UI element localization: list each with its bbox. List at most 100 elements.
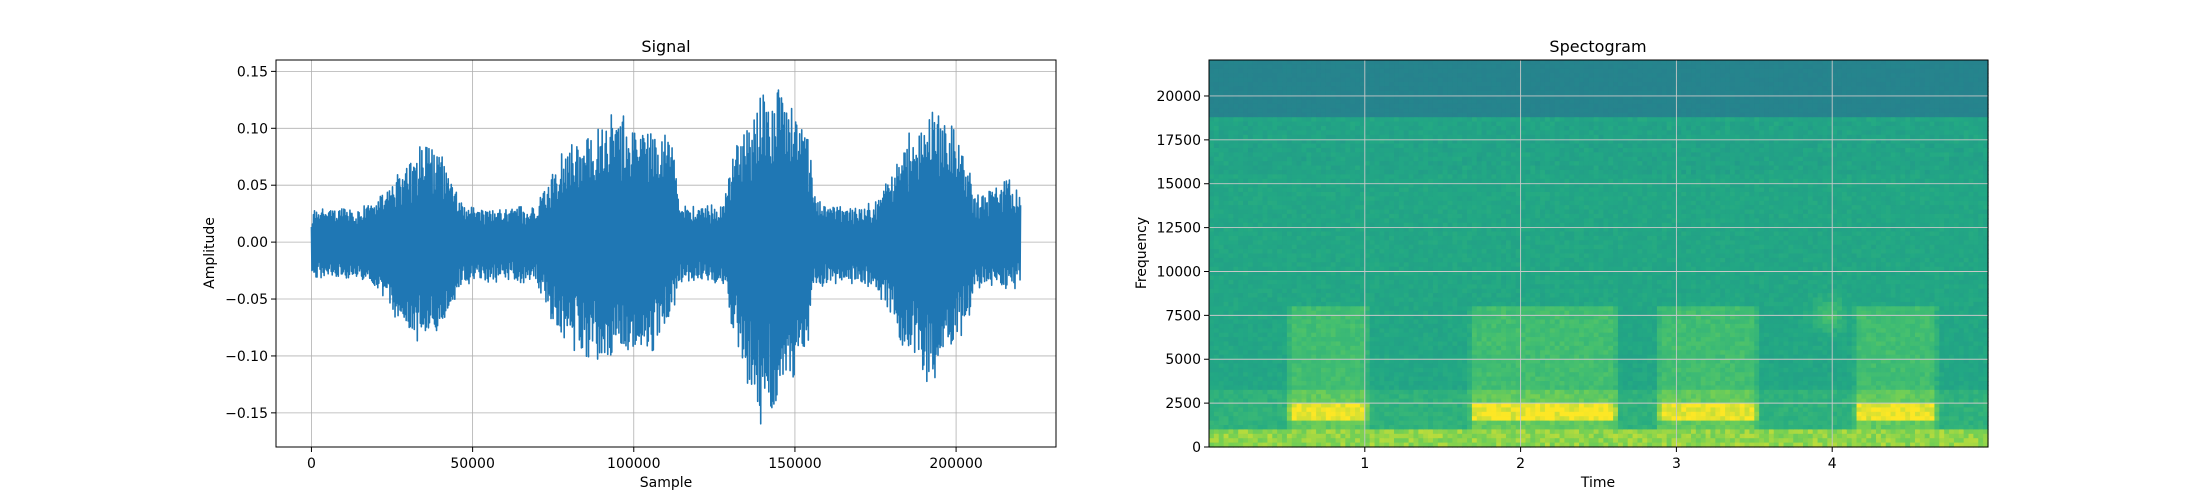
spectrogram-cell [1369, 385, 1376, 391]
spectrogram-cell [1320, 345, 1327, 351]
spectrogram-cell [1359, 442, 1366, 448]
spectrogram-cell [1282, 275, 1288, 281]
signal-y-tick-label: −0.05 [225, 292, 268, 308]
spectrogram-cell [1301, 125, 1307, 131]
spectrogram-cell [1247, 103, 1254, 109]
spectrogram-cell [1403, 398, 1410, 404]
spectrogram-cell [1267, 425, 1273, 431]
spectrogram-cell [1471, 376, 1478, 382]
spectrogram-cell [1325, 337, 1332, 343]
spectrogram-cell [1306, 385, 1312, 391]
signal-x-tick-label: 100000 [607, 456, 660, 472]
spectrogram-cell [1213, 81, 1220, 87]
spectrogram-cell [1452, 279, 1458, 285]
spectrogram-cell [1457, 438, 1463, 444]
spectrogram-cell [1457, 196, 1463, 202]
spectrogram-cell [1423, 328, 1429, 334]
spectrogram-cell [1330, 341, 1337, 347]
spectrogram-cell [1316, 213, 1322, 219]
spectrogram-cell [1340, 337, 1346, 343]
spectrogram-cell [1218, 297, 1225, 303]
spectrogram-cell [1311, 169, 1317, 175]
spectrogram-cell [1257, 297, 1264, 303]
spectrogram-cell [1233, 372, 1239, 378]
spectrogram-cell [1369, 407, 1376, 413]
spectrogram-cell [1247, 323, 1254, 329]
spectrogram-cell [1218, 240, 1225, 246]
spectrogram-cell [1355, 77, 1361, 83]
spectrogram-cell [1277, 191, 1283, 197]
spectrogram-cell [1223, 249, 1230, 255]
spectrogram-cell [1428, 372, 1434, 378]
spectrogram-cell [1213, 345, 1220, 351]
spectrogram-cell [1267, 112, 1273, 118]
spectrogram-cell [1306, 420, 1312, 426]
spectrogram-cell [1403, 125, 1410, 131]
spectrogram-cell [1413, 73, 1419, 79]
spectrogram-cell [1350, 205, 1356, 211]
spectrogram-cell [1301, 64, 1307, 70]
spectrogram-cell [1335, 235, 1342, 241]
spectrogram-cell [1252, 235, 1259, 241]
spectrogram-cell [1364, 156, 1371, 162]
spectrogram-cell [1316, 398, 1322, 404]
spectrogram-cell [1223, 174, 1230, 180]
spectrogram-cell [1316, 293, 1322, 299]
spectrogram-cell [1476, 279, 1483, 285]
spectrogram-cell [1238, 77, 1244, 83]
spectrogram-cell [1311, 363, 1317, 369]
spectrogram-cell [1437, 235, 1444, 241]
spectrogram-cell [1447, 433, 1454, 439]
spectrogram-cell [1476, 398, 1483, 404]
spectrogram-cell [1272, 125, 1278, 131]
spectrogram-cell [1457, 178, 1463, 184]
spectrogram-cell [1325, 433, 1332, 439]
spectrogram-cell [1262, 73, 1269, 79]
spectrogram-cell [1442, 222, 1449, 228]
spectrogram-cell [1267, 297, 1273, 303]
spectrogram-cell [1432, 222, 1439, 228]
spectrogram-cell [1345, 332, 1351, 338]
spectrogram-cell [1282, 420, 1288, 426]
spectrogram-cell [1471, 73, 1478, 79]
spectrogram-cell [1379, 77, 1385, 83]
spectrogram-cell [1345, 213, 1351, 219]
spectrogram-cell [1262, 244, 1269, 250]
spectrogram-cell [1272, 90, 1278, 96]
spectrogram-cell [1457, 134, 1463, 140]
spectrogram-cell [1423, 222, 1429, 228]
spectrogram-cell [1320, 372, 1327, 378]
spectrogram-cell [1325, 284, 1332, 290]
spectrogram-cell [1243, 205, 1249, 211]
spectrogram-cell [1394, 429, 1400, 435]
spectrogram-cell [1345, 372, 1351, 378]
spectrogram-cell [1325, 183, 1332, 189]
spectrogram-cell [1374, 363, 1381, 369]
spectrogram-cell [1462, 354, 1468, 360]
spectrogram-cell [1447, 143, 1454, 149]
spectrogram-cell [1423, 60, 1429, 65]
spectrogram-cell [1384, 205, 1390, 211]
spectrogram-cell [1320, 438, 1327, 444]
spectrogram-cell [1209, 433, 1215, 439]
spectrogram-cell [1218, 301, 1225, 307]
spectrogram-cell [1320, 297, 1327, 303]
spectrogram-cell [1462, 152, 1468, 158]
spectrogram-cell [1408, 323, 1415, 329]
spectrogram-cell [1282, 350, 1288, 356]
spectrogram-cell [1325, 262, 1332, 268]
spectrogram-cell [1364, 332, 1371, 338]
spectrogram-cell [1374, 438, 1381, 444]
spectrogram-cell [1330, 227, 1337, 233]
spectrogram-cell [1335, 389, 1342, 395]
spectrogram-cell [1447, 398, 1454, 404]
spectrogram-cell [1272, 165, 1278, 171]
spectrogram-cell [1413, 297, 1419, 303]
spectrogram-cell [1233, 112, 1239, 118]
spectrogram-cell [1311, 213, 1317, 219]
spectrogram-cell [1437, 68, 1444, 74]
spectrogram-cell [1398, 90, 1405, 96]
spectrogram-cell [1277, 301, 1283, 307]
spectrogram-cell [1359, 196, 1366, 202]
spectrogram-cell [1423, 147, 1429, 153]
